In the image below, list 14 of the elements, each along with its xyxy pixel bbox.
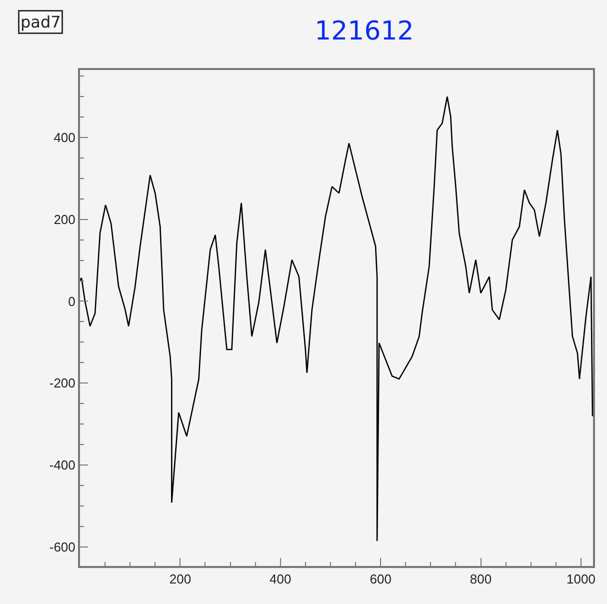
y-tick-label: 400 [54, 130, 76, 146]
y-tick-label: 0 [68, 294, 76, 309]
x-tick-label: 600 [370, 572, 392, 587]
chart-title: 121612 [314, 16, 414, 46]
y-tick-label: -400 [49, 457, 76, 472]
text: pad7 [20, 12, 61, 32]
y-tick-label: 200 [54, 212, 76, 227]
x-tick-label: 1000 [566, 572, 596, 587]
x-tick-label: 800 [470, 572, 492, 587]
line-series [80, 96, 593, 542]
x-tick-label: 400 [270, 572, 292, 587]
y-tick-label: -600 [49, 539, 76, 554]
y-tick-label: -200 [49, 376, 76, 391]
x-tick-label: 200 [169, 572, 192, 587]
